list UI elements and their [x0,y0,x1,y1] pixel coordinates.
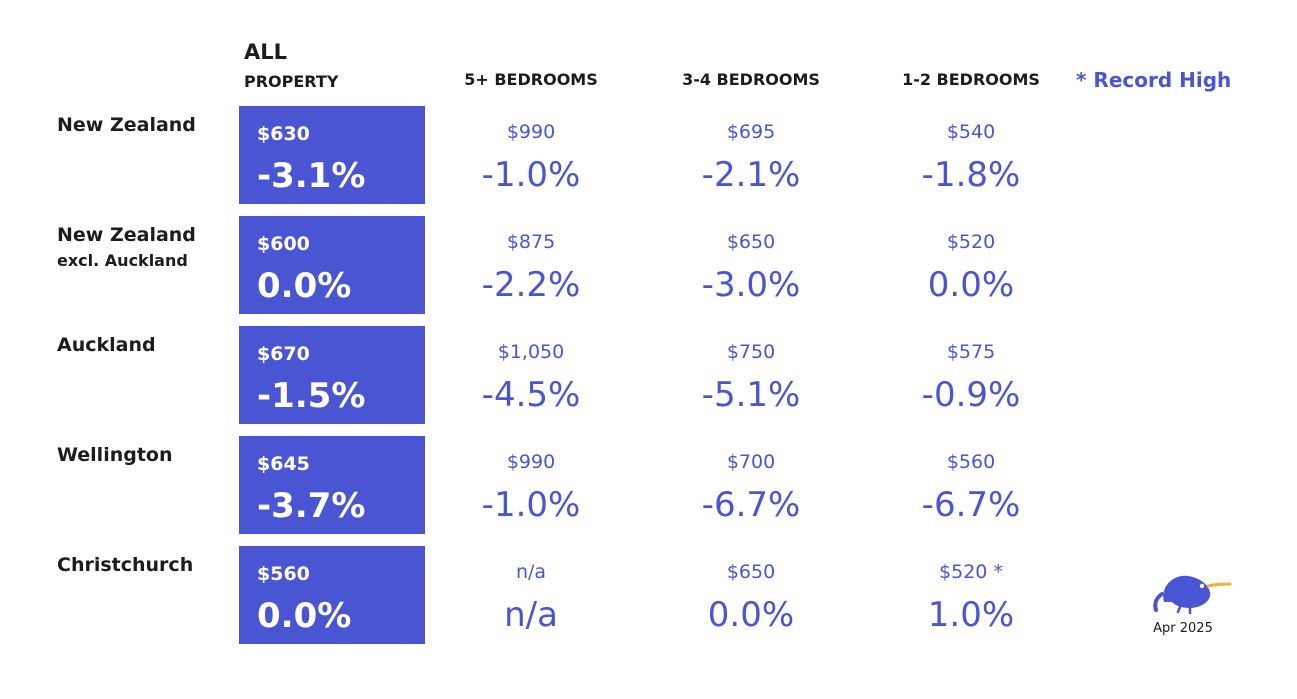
bedroom-change: 0.0% [707,595,795,635]
all-property-price: $600 [257,233,310,255]
bedroom-change: -6.7% [921,485,1021,525]
region-name: New Zealand [57,114,196,136]
all-property-price: $670 [257,343,310,365]
all-property-change: 0.0% [257,266,352,306]
report-date: Apr 2025 [1153,621,1213,636]
region-name: Christchurch [57,554,194,576]
bedroom-change: -2.2% [481,265,581,305]
bedroom-change: -6.7% [701,485,801,525]
record-high-note: * Record High [1076,68,1232,92]
bedroom-price: $520 * [939,561,1003,583]
all-property-change: 0.0% [257,596,352,636]
bedroom-price: $560 [946,451,996,473]
bedroom-change: -0.9% [921,375,1021,415]
bedroom-price: $520 [946,231,996,253]
region-name: Wellington [57,444,173,466]
bedroom-price: $650 [726,231,776,253]
bedroom-change: n/a [504,595,558,635]
all-property-box: $560 0.0% [239,546,425,644]
all-property-box: $645 -3.7% [239,436,425,534]
bedroom-change: 0.0% [927,265,1015,305]
bedroom-price: n/a [515,561,547,583]
bedroom-price: $750 [726,341,776,363]
bedroom-price: $540 [946,121,996,143]
header-5plus-bedrooms: 5+ BEDROOMS [464,70,598,89]
bedroom-change: -1.0% [481,155,581,195]
all-property-price: $645 [257,453,310,475]
region-name: New Zealand [57,224,196,246]
bedroom-price: $1,050 [497,341,565,363]
region-subtitle: excl. Auckland [57,251,188,270]
header-property: PROPERTY [244,72,339,91]
all-property-change: -3.7% [257,486,366,526]
all-property-box: $600 0.0% [239,216,425,314]
bedroom-price: $990 [506,121,556,143]
bedroom-price: $575 [946,341,996,363]
bedroom-change: -1.8% [921,155,1021,195]
kiwi-bird-icon [1150,572,1232,615]
bedroom-price: $700 [726,451,776,473]
all-property-price: $630 [257,123,310,145]
bedroom-change: -5.1% [701,375,801,415]
bedroom-change: -4.5% [481,375,581,415]
bedroom-change: -3.0% [701,265,801,305]
header-3-4-bedrooms: 3-4 BEDROOMS [682,70,820,89]
bedroom-price: $875 [506,231,556,253]
bedroom-change: -2.1% [701,155,801,195]
all-property-change: -3.1% [257,156,366,196]
bedroom-change: 1.0% [927,595,1015,635]
header-1-2-bedrooms: 1-2 BEDROOMS [902,70,1040,89]
header-all: ALL [244,40,288,64]
all-property-change: -1.5% [257,376,366,416]
bedroom-change: -1.0% [481,485,581,525]
bedroom-price: $990 [506,451,556,473]
all-property-box: $630 -3.1% [239,106,425,204]
all-property-price: $560 [257,563,310,585]
bedroom-price: $695 [726,121,776,143]
all-property-box: $670 -1.5% [239,326,425,424]
region-name: Auckland [57,334,156,356]
bedroom-price: $650 [726,561,776,583]
